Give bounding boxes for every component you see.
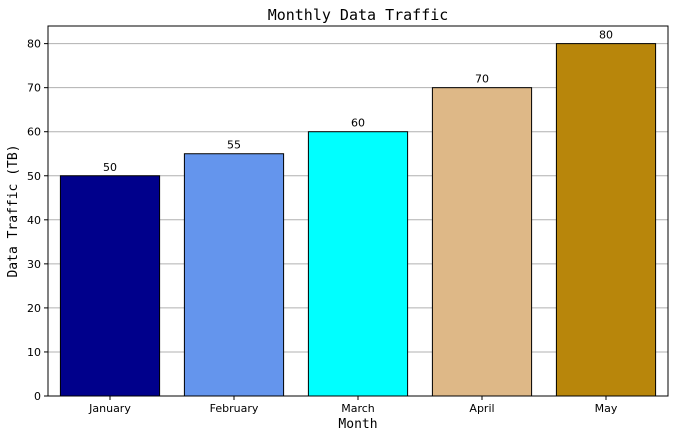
y-tick-label: 30 [27,258,41,271]
x-tick-label: May [595,402,618,415]
y-tick-label: 60 [27,126,41,139]
y-tick-label: 20 [27,302,41,315]
bar-may [555,43,657,397]
data-label: 55 [227,139,241,152]
bar-february [183,153,285,397]
y-axis-ticks: 0 10 20 30 40 50 60 70 80 [27,38,48,403]
x-tick-label: February [210,402,259,415]
y-tick-label: 0 [34,390,41,403]
x-tick-label: March [341,402,375,415]
data-label: 50 [103,161,117,174]
data-label: 80 [599,29,613,42]
data-labels: 50 55 60 70 80 [103,29,613,174]
y-tick-label: 50 [27,170,41,183]
chart-title: Monthly Data Traffic [268,6,449,24]
bars [59,43,657,397]
x-tick-label: January [88,402,131,415]
y-tick-label: 10 [27,346,41,359]
data-label: 60 [351,117,365,130]
bar-january [59,175,161,397]
bar-march [307,131,409,397]
y-axis-label: Data Traffic (TB) [6,144,21,277]
y-tick-label: 80 [27,38,41,51]
x-tick-label: April [469,402,494,415]
y-tick-label: 70 [27,82,41,95]
x-axis-ticks: January February March April May [88,396,618,415]
data-label: 70 [475,73,489,86]
y-tick-label: 40 [27,214,41,227]
bar-april [431,87,533,397]
x-axis-label: Month [338,417,377,432]
